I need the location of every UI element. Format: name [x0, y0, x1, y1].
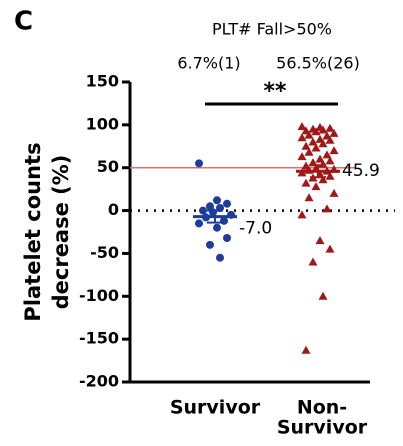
- data-point: [297, 133, 307, 142]
- data-point: [206, 240, 214, 249]
- annotation: 56.5%(26): [276, 54, 360, 73]
- y-tick-label: -150: [79, 329, 119, 348]
- data-point: [311, 143, 321, 152]
- data-point: [223, 199, 231, 208]
- data-point: [308, 137, 318, 146]
- data-point: [329, 146, 339, 155]
- data-point: [301, 345, 311, 354]
- data-point: [329, 188, 339, 197]
- x-tick-label: Survivor: [277, 417, 368, 439]
- data-point: [223, 234, 231, 242]
- data-point: [301, 141, 311, 150]
- data-point: [318, 291, 328, 300]
- x-tick-label: Survivor: [170, 397, 261, 419]
- data-point: [301, 178, 311, 187]
- data-point: [315, 154, 325, 163]
- data-point: [297, 122, 307, 131]
- y-tick-label: 100: [86, 114, 119, 133]
- data-point: [311, 127, 321, 136]
- data-point: [195, 219, 203, 228]
- y-tick-label: -100: [79, 286, 119, 305]
- data-point: [322, 150, 332, 159]
- data-point: [322, 204, 332, 213]
- data-point: [318, 139, 328, 148]
- y-tick-label: 50: [97, 157, 119, 176]
- x-tick-label: Non-: [297, 397, 347, 419]
- annotation: 6.7%(1): [177, 54, 240, 73]
- data-point: [206, 202, 214, 211]
- data-point: [318, 125, 328, 134]
- y-tick-label: 150: [86, 72, 119, 91]
- y-axis-label: decrease (%): [49, 155, 73, 310]
- panel-label: C: [14, 7, 33, 37]
- data-point: [213, 223, 221, 232]
- data-point: [308, 158, 318, 167]
- y-axis-label: Platelet counts: [21, 142, 45, 321]
- data-point: [304, 147, 314, 156]
- data-point: [325, 123, 335, 132]
- data-point: [195, 159, 203, 168]
- y-tick-label: 0: [108, 200, 119, 219]
- data-point: [304, 130, 314, 139]
- y-tick-label: -200: [79, 372, 119, 391]
- mean-label: 45.9: [342, 161, 380, 181]
- mean-label: -7.0: [239, 219, 272, 239]
- data-point: [304, 193, 314, 202]
- data-point: [216, 253, 224, 262]
- data-point: [297, 210, 307, 219]
- data-point: [213, 196, 221, 205]
- data-point: [199, 206, 207, 215]
- data-point: [329, 128, 339, 137]
- data-point: [315, 236, 325, 245]
- y-tick-label: -50: [90, 243, 119, 262]
- data-point: [325, 244, 335, 253]
- data-point: [297, 152, 307, 161]
- data-point: [325, 135, 335, 144]
- data-point: [325, 156, 335, 165]
- significance: **: [263, 79, 287, 104]
- chart-title: PLT# Fall>50%: [212, 20, 332, 39]
- data-point: [308, 257, 318, 266]
- data-point: [318, 175, 328, 184]
- data-point: [311, 182, 321, 191]
- data-point: [325, 171, 335, 180]
